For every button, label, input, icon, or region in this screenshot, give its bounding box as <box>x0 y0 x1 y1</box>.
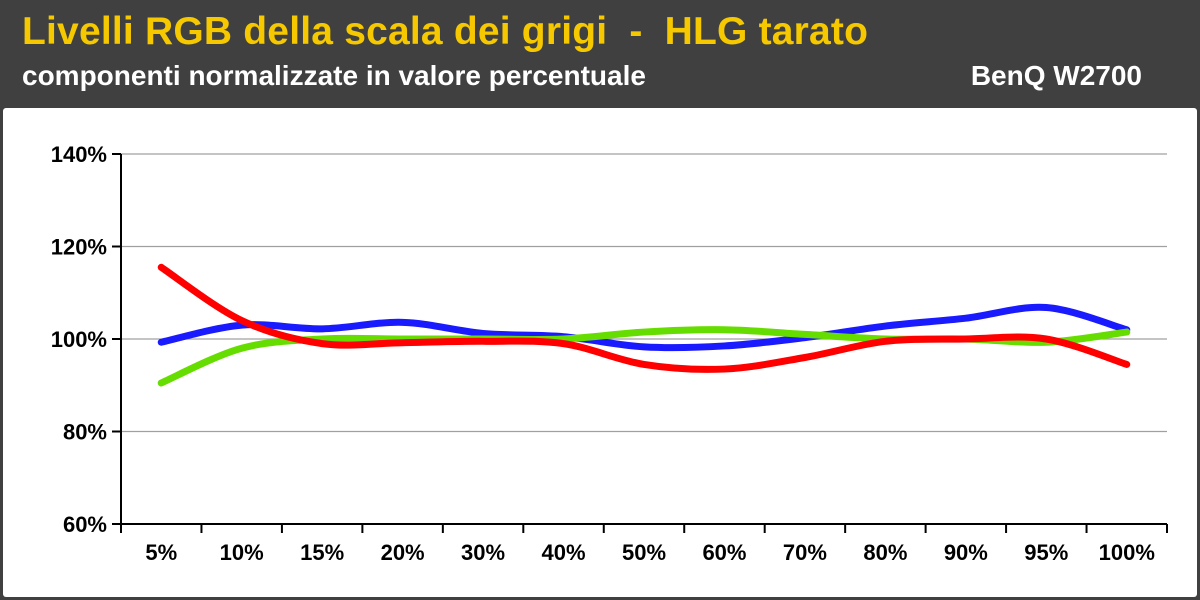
x-tick-label: 100% <box>1099 540 1155 565</box>
x-tick-label: 5% <box>145 540 177 565</box>
x-tick-label: 95% <box>1024 540 1068 565</box>
device-label: BenQ W2700 <box>970 60 1142 91</box>
y-tick-label: 120% <box>51 235 107 260</box>
x-tick-label: 10% <box>220 540 264 565</box>
x-tick-label: 40% <box>542 540 586 565</box>
x-tick-label: 15% <box>300 540 344 565</box>
x-tick-label: 30% <box>461 540 505 565</box>
x-tick-label: 70% <box>783 540 827 565</box>
chart-header: Livelli RGB della scala dei grigi - HLG … <box>0 0 1200 106</box>
x-tick-label: 90% <box>944 540 988 565</box>
y-tick-label: 60% <box>63 512 107 537</box>
chart-title: Livelli RGB della scala dei grigi - HLG … <box>22 10 869 53</box>
y-tick-label: 80% <box>63 420 107 445</box>
chart-subtitle: componenti normalizzate in valore percen… <box>22 60 646 91</box>
x-tick-label: 80% <box>863 540 907 565</box>
x-tick-label: 60% <box>702 540 746 565</box>
y-tick-label: 140% <box>51 142 107 167</box>
x-tick-label: 20% <box>381 540 425 565</box>
y-tick-label: 100% <box>51 327 107 352</box>
x-tick-label: 50% <box>622 540 666 565</box>
